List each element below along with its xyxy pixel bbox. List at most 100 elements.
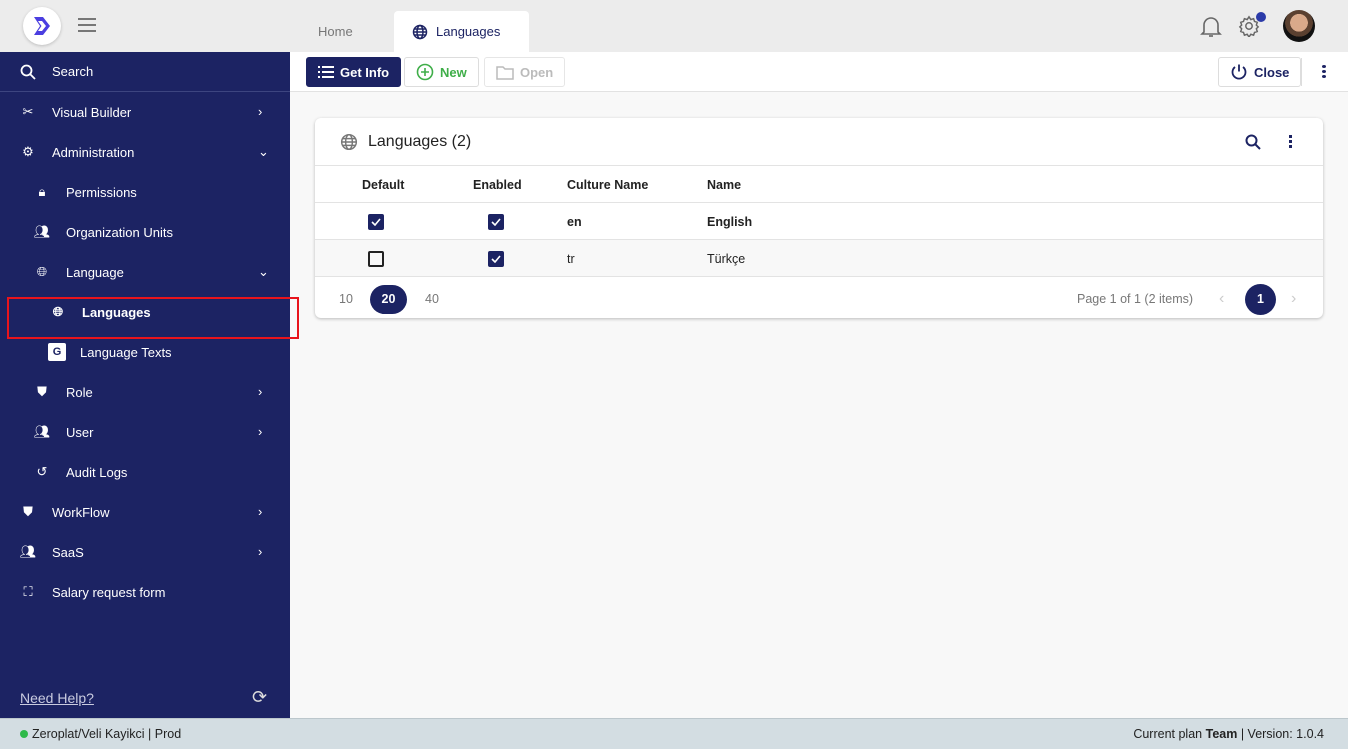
sidebar-item-label: Administration (52, 144, 135, 160)
globe-icon: 🌐︎ (52, 304, 64, 319)
selection-highlight (7, 297, 299, 339)
open-label: Open (520, 64, 554, 80)
table-row[interactable]: en English (315, 203, 1323, 240)
table-header: Default Enabled Culture Name Name (315, 166, 1323, 203)
close-button[interactable]: Close (1218, 57, 1302, 87)
toolbar: Get Info New Open Close (290, 52, 1348, 92)
sidebar-item-workflow[interactable]: ⛊ WorkFlow › (0, 492, 290, 532)
search-icon[interactable] (1245, 134, 1261, 150)
table-row[interactable]: tr Türkçe (315, 240, 1323, 277)
default-checkbox[interactable] (368, 213, 384, 230)
sidebar-item-visual-builder[interactable]: ✂ Visual Builder › (0, 92, 290, 132)
plus-circle-icon (416, 63, 434, 81)
column-header-name[interactable]: Name (707, 177, 742, 192)
settings-badge (1256, 12, 1266, 22)
sidebar-item-saas[interactable]: 👥︎ SaaS › (0, 532, 290, 572)
tab-label: Home (318, 24, 353, 39)
sidebar-item-organization-units[interactable]: 👥︎ Organization Units (0, 212, 290, 252)
sidebar-item-label: Salary request form (52, 584, 166, 600)
tab-bar: Home Languages (290, 0, 1348, 52)
search-icon (20, 64, 36, 80)
chevron-right-icon: › (258, 544, 263, 559)
culture-cell: tr (567, 251, 575, 266)
sidebar-item-label: Language (66, 264, 124, 280)
more-vert-icon[interactable] (1289, 135, 1292, 148)
sidebar-item-label: Language Texts (80, 344, 172, 360)
divider (1301, 58, 1302, 86)
bell-icon[interactable] (1200, 14, 1222, 38)
chevron-right-icon: › (258, 384, 263, 399)
globe-icon (412, 24, 428, 39)
page-size-20[interactable]: 20 (370, 284, 407, 314)
page-size-10[interactable]: 10 (339, 292, 353, 306)
version-label: | Version: 1.0.4 (1240, 727, 1324, 741)
sidebar-item-language-texts[interactable]: G Language Texts (0, 332, 290, 372)
chevron-down-icon: ⌄ (258, 144, 269, 159)
default-checkbox[interactable] (368, 250, 384, 267)
more-vert-icon[interactable] (1322, 65, 1326, 78)
sidebar-item-label: Permissions (66, 184, 137, 200)
open-button[interactable]: Open (484, 57, 566, 87)
column-header-culture-name[interactable]: Culture Name (567, 177, 649, 192)
people-icon: 👥︎ (19, 544, 37, 559)
globe-icon (340, 133, 358, 150)
chevron-right-icon: › (258, 104, 263, 119)
sidebar-item-label: User (66, 424, 94, 440)
next-page-icon[interactable]: › (1291, 290, 1297, 307)
search-label: Search (52, 64, 94, 79)
name-cell: Türkçe (707, 251, 746, 266)
sidebar-item-audit-logs[interactable]: ↺ Audit Logs (0, 452, 290, 492)
status-dot (20, 730, 28, 738)
menu-toggle-icon[interactable] (78, 18, 96, 32)
sidebar-item-label: SaaS (52, 544, 84, 560)
chevron-right-icon: › (258, 504, 263, 519)
tab-languages[interactable]: Languages (394, 11, 529, 52)
chevron-right-icon: › (258, 424, 263, 439)
get-info-button[interactable]: Get Info (306, 57, 402, 87)
sidebar-item-label: Languages (82, 304, 151, 320)
prev-page-icon[interactable]: ‹ (1219, 290, 1225, 307)
folder-icon (496, 65, 514, 80)
refresh-icon[interactable]: ⟳ (252, 687, 268, 707)
page-info: Page 1 of 1 (2 items) (1077, 292, 1194, 306)
sidebar-item-language[interactable]: 🌐︎ Language ⌄ (0, 252, 290, 292)
tab-home[interactable]: Home (318, 11, 353, 52)
sidebar-item-languages[interactable]: 🌐︎ Languages (0, 292, 290, 332)
avatar[interactable] (1283, 10, 1315, 42)
need-help-link[interactable]: Need Help? (20, 690, 94, 706)
sidebar-item-salary-request-form[interactable]: ⛶ Salary request form (0, 572, 290, 612)
card-header: Languages (2) (315, 118, 1323, 166)
sidebar-item-label: Role (66, 384, 93, 400)
app-logo[interactable] (23, 7, 61, 45)
column-header-enabled[interactable]: Enabled (473, 177, 522, 192)
name-cell: English (707, 214, 753, 229)
translate-icon: G (48, 343, 66, 361)
column-header-default[interactable]: Default (362, 177, 405, 192)
sidebar-item-label: Visual Builder (52, 104, 132, 120)
sidebar-search[interactable]: Search (0, 52, 290, 92)
plan-name: Team (1205, 727, 1238, 741)
enabled-checkbox[interactable] (488, 250, 504, 267)
people-icon: 👥︎ (33, 424, 51, 439)
environment-info: Zeroplat/Veli Kayikci | Prod (20, 727, 181, 741)
list-icon (318, 66, 334, 78)
sidebar-item-administration[interactable]: ⚙ Administration ⌄ (0, 132, 290, 172)
enabled-checkbox[interactable] (488, 213, 504, 230)
sidebar-item-label: Audit Logs (66, 464, 128, 480)
page-button-1[interactable]: 1 (1245, 283, 1276, 315)
new-button[interactable]: New (404, 57, 479, 87)
plan-prefix: Current plan (1133, 727, 1203, 741)
page-size-40[interactable]: 40 (425, 292, 439, 306)
sidebar-item-user[interactable]: 👥︎ User › (0, 412, 290, 452)
globe-icon: 🌐︎ (36, 264, 48, 279)
get-info-label: Get Info (340, 64, 390, 80)
sidebar-item-role[interactable]: ⛊ Role › (0, 372, 290, 412)
sidebar-item-label: WorkFlow (52, 504, 110, 520)
status-bar: Zeroplat/Veli Kayikci | Prod Current pla… (0, 718, 1348, 749)
plan-info: Current plan Team | Version: 1.0.4 (1133, 727, 1324, 741)
gear-icon[interactable] (1238, 15, 1260, 37)
languages-card: Languages (2) Default Enabled Culture Na… (315, 118, 1323, 318)
sidebar-item-permissions[interactable]: 🔒︎ Permissions (0, 172, 290, 212)
power-icon (1231, 64, 1247, 80)
tools-icon: ✂ (22, 104, 34, 119)
